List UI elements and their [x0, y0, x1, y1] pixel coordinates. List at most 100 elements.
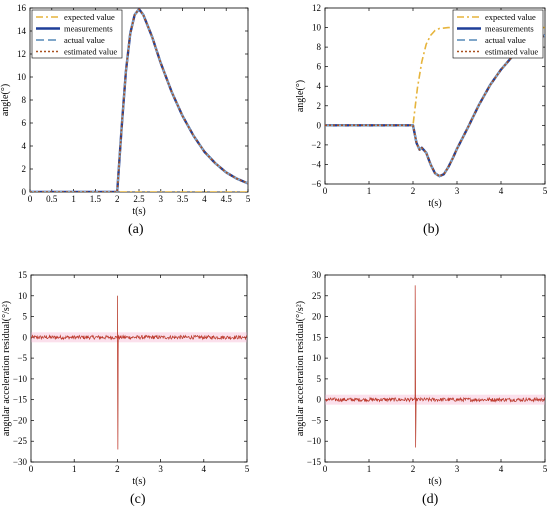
series-line-expected-value	[325, 26, 545, 127]
x-tick-label: 2	[411, 186, 416, 196]
x-tick-label: 5	[543, 464, 548, 474]
y-tick-label: 0	[22, 187, 27, 197]
y-tick-label: 2	[22, 164, 27, 174]
x-tick-label: 2	[411, 464, 416, 474]
chart-panel-a: 0 0.5 1 1.5 2 2.5 3 3.5 4 4.5 5 0 2 4 6 8 10 12 14 16 t(s) an…	[0, 3, 251, 217]
chart-panel-b: 0 1 2 3 4 5−6−4−2024681012t(s)angle(°)expecte…	[295, 3, 548, 209]
y-tick-label: 0	[317, 120, 322, 130]
plot-frame	[30, 274, 248, 463]
legend-entry: actual value	[64, 35, 105, 45]
y-tick-label: 10	[312, 23, 322, 33]
y-tick-label: 0	[317, 395, 322, 405]
x-tick-label: 2	[115, 464, 120, 474]
y-tick-label: −15	[307, 457, 322, 467]
y-tick-label: 10	[18, 291, 28, 301]
x-tick-label: 3	[159, 194, 164, 204]
x-tick-label: 1	[71, 194, 76, 204]
y-tick-label: 8	[22, 95, 27, 105]
y-axis-label: angle(°)	[295, 80, 306, 112]
x-tick-label: 3	[158, 464, 163, 474]
y-tick-label: 15	[18, 270, 28, 280]
series-line-estimated-value	[30, 8, 248, 192]
y-tick-label: 6	[22, 118, 27, 128]
x-tick-label: 0.5	[46, 194, 58, 204]
y-tick-label: 8	[317, 42, 322, 52]
y-tick-label: 25	[312, 291, 322, 301]
x-tick-label: 0	[28, 194, 33, 204]
x-tick-label: 2.5	[133, 194, 145, 204]
y-tick-label: 4	[22, 141, 27, 151]
x-tick-label: 1.5	[90, 194, 102, 204]
x-axis-label: t(s)	[428, 476, 441, 487]
x-tick-label: 4	[202, 194, 207, 204]
y-tick-label: −20	[13, 415, 28, 425]
legend-entry: measurements	[485, 24, 534, 34]
y-tick-label: 15	[312, 332, 322, 342]
y-tick-label: 12	[17, 49, 26, 59]
y-tick-label: 2	[317, 101, 322, 111]
y-tick-label: 10	[312, 353, 322, 363]
y-tick-label: −30	[13, 457, 28, 467]
y-tick-label: 5	[23, 312, 28, 322]
plot-frame	[324, 274, 546, 463]
plot-area	[30, 8, 248, 192]
x-tick-label: 1	[367, 464, 372, 474]
x-tick-label: 5	[245, 464, 250, 474]
residual-trace	[31, 295, 247, 450]
y-tick-label: 6	[317, 62, 322, 72]
x-tick-label: 4.5	[221, 194, 233, 204]
y-tick-label: −2	[311, 140, 321, 150]
x-tick-label: 3	[455, 186, 460, 196]
x-axis-label: t(s)	[132, 206, 145, 217]
x-tick-label: 2	[115, 194, 120, 204]
plot-area	[325, 285, 545, 448]
y-tick-label: 30	[312, 270, 322, 280]
y-tick-label: 4	[317, 81, 322, 91]
residual-trace	[325, 285, 545, 448]
y-tick-label: −6	[311, 179, 321, 189]
caption-d: (d)	[422, 492, 439, 507]
x-axis-label: t(s)	[428, 198, 441, 209]
caption-c: (c)	[130, 492, 146, 507]
y-tick-label: 12	[312, 3, 321, 13]
y-axis-label: angle(°)	[0, 84, 11, 116]
y-tick-label: −15	[13, 395, 28, 405]
x-tick-label: 0	[323, 464, 328, 474]
y-tick-label: −5	[17, 353, 27, 363]
y-tick-label: 20	[312, 312, 322, 322]
x-tick-label: 5	[543, 186, 548, 196]
caption-b: (b)	[423, 222, 440, 237]
x-tick-label: 4	[499, 186, 504, 196]
legend-entry: estimated value	[64, 47, 117, 57]
legend-entry: expected value	[64, 12, 115, 22]
plot-area	[31, 295, 247, 450]
y-tick-label: 16	[17, 3, 27, 13]
y-tick-label: −5	[311, 415, 321, 425]
y-tick-label: 14	[17, 26, 27, 36]
series-line-actual-value	[325, 34, 545, 178]
y-tick-label: −10	[13, 374, 28, 384]
x-tick-label: 0	[29, 464, 34, 474]
legend-entry: measurements	[64, 24, 113, 34]
x-axis-label: t(s)	[132, 476, 145, 487]
plot-area	[325, 26, 545, 178]
x-tick-label: 5	[246, 194, 251, 204]
y-tick-label: −4	[311, 159, 321, 169]
x-tick-label: 4	[202, 464, 207, 474]
y-tick-label: 10	[17, 72, 27, 82]
x-tick-label: 3.5	[177, 194, 189, 204]
y-tick-label: 5	[317, 374, 322, 384]
x-tick-label: 1	[72, 464, 77, 474]
legend-box	[31, 9, 123, 59]
legend-entry: estimated value	[485, 47, 538, 57]
x-tick-label: 1	[367, 186, 372, 196]
legend-entry: expected value	[485, 12, 536, 22]
x-tick-label: 3	[455, 464, 460, 474]
y-tick-label: −25	[13, 436, 28, 446]
x-tick-label: 0	[323, 186, 328, 196]
y-tick-label: −10	[307, 436, 322, 446]
legend-box	[452, 9, 544, 59]
